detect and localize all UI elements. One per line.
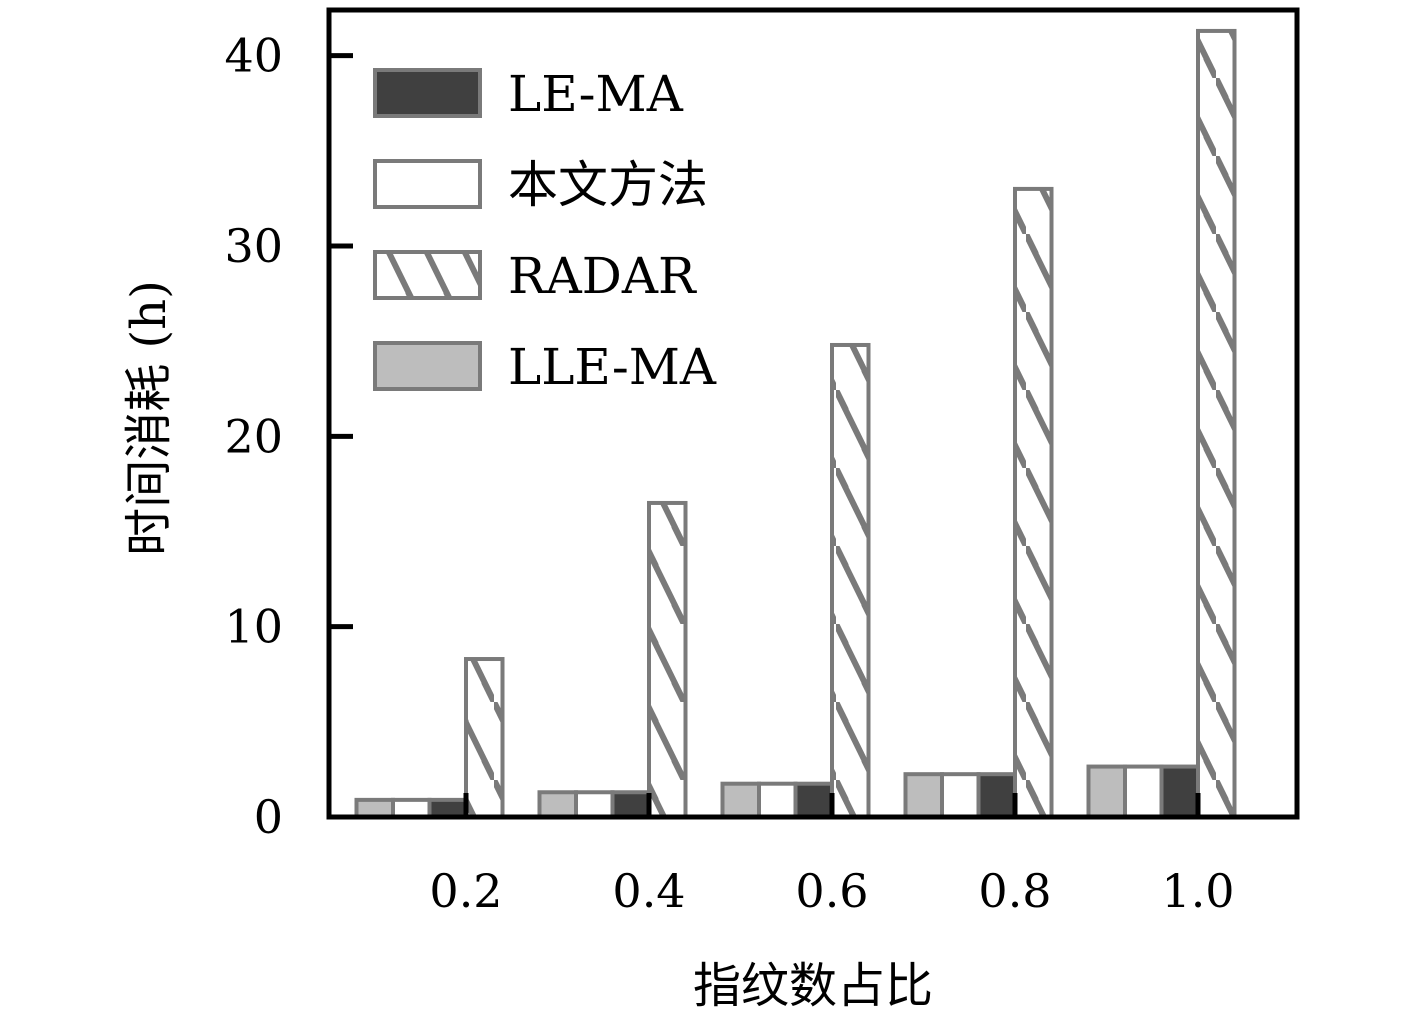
bar-LE-MA-0.2: [427, 797, 468, 820]
x-tick-label: 1.0: [1161, 864, 1234, 918]
y-tick-label: 30: [224, 219, 283, 273]
plot-frame: [326, 7, 1300, 820]
legend-swatch-RADAR: [373, 250, 482, 300]
bar-LLE-MA-0.4: [537, 790, 578, 820]
bars-layer: [354, 28, 1237, 820]
y-tick-label: 0: [254, 790, 283, 844]
bar-本文方法-0.8: [940, 772, 981, 820]
y-tick-label: 10: [224, 600, 283, 654]
legend-label-LE-MA: LE-MA: [508, 65, 684, 123]
bar-LE-MA-1.0: [1159, 764, 1200, 819]
bar-本文方法-0.4: [574, 790, 615, 820]
x-tick-label: 0.8: [978, 864, 1051, 918]
legend: LE-MA 本文方法 RADAR LLE-MA: [373, 65, 717, 396]
bar-LE-MA-0.8: [976, 772, 1017, 820]
y-axis-title: 时间消耗 (h): [121, 280, 177, 556]
bar-本文方法-0.6: [757, 781, 798, 819]
bar-RADAR-0.8: [1013, 186, 1054, 819]
bar-LLE-MA-0.2: [354, 797, 395, 820]
x-axis-title: 指纹数占比: [693, 958, 933, 1014]
legend-label-本文方法: 本文方法: [508, 156, 708, 214]
x-tick-label: 0.2: [429, 864, 502, 918]
bar-LE-MA-0.6: [793, 781, 834, 819]
x-tick-label: 0.6: [795, 864, 868, 918]
x-tick-label: 0.4: [612, 864, 685, 918]
legend-swatch-LLE-MA: [373, 341, 482, 391]
bar-本文方法-1.0: [1123, 764, 1164, 819]
bar-本文方法-0.2: [391, 797, 432, 820]
legend-swatch-本文方法: [373, 159, 482, 209]
y-tick-label: 40: [224, 29, 283, 83]
legend-label-RADAR: RADAR: [508, 247, 697, 305]
axes-layer: 0 10 20 30 40 0.2 0.4 0.6 0.8 1.0: [224, 7, 1300, 918]
bar-RADAR-0.4: [647, 500, 688, 819]
bar-LE-MA-0.4: [610, 790, 651, 820]
legend-swatch-LE-MA: [373, 68, 482, 118]
bar-LLE-MA-1.0: [1086, 764, 1127, 819]
bar-LLE-MA-0.8: [903, 772, 944, 820]
bar-RADAR-0.6: [830, 342, 871, 819]
y-tick-label: 20: [224, 409, 283, 463]
legend-label-LLE-MA: LLE-MA: [508, 338, 717, 396]
bar-RADAR-0.2: [464, 657, 505, 819]
bar-LLE-MA-0.6: [720, 781, 761, 819]
bar-RADAR-1.0: [1196, 28, 1237, 819]
